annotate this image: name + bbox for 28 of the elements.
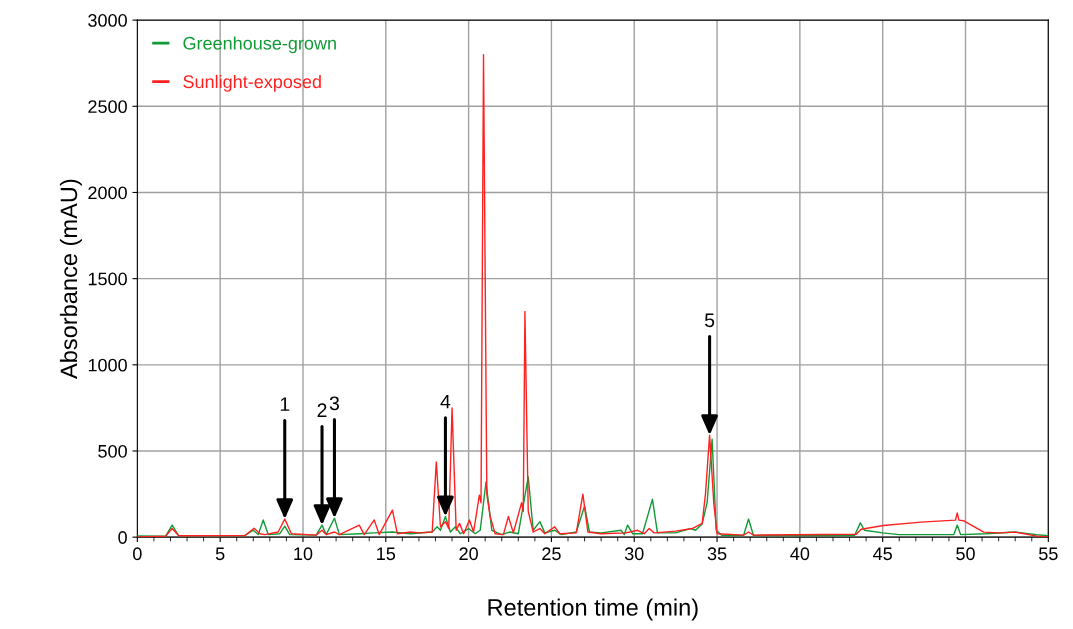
x-tick-label: 45 (873, 547, 892, 561)
x-tick-label: 15 (377, 547, 396, 561)
annotation: 2 (317, 403, 327, 417)
annotation: 3 (329, 396, 339, 411)
annotation: 5 (704, 313, 715, 328)
x-tick-label: 20 (459, 547, 478, 561)
y-tick-label: 3000 (88, 14, 127, 27)
x-tick-label: 40 (790, 547, 810, 561)
x-tick-label: 50 (956, 547, 975, 561)
x-tick-label: 25 (542, 547, 561, 561)
y-tick-label: 1000 (88, 358, 127, 372)
x-axis-title: Retention time (min) (488, 598, 698, 621)
legend-label: Sunlight-exposed (183, 74, 321, 92)
y-axis-title: Absorbance (mAU) (59, 179, 82, 379)
x-tick-label: 5 (215, 547, 225, 561)
y-tick-label: 0 (118, 531, 127, 544)
annotation: 1 (280, 397, 290, 411)
x-tick-label: 10 (294, 547, 313, 561)
y-tick-label: 1500 (88, 272, 127, 286)
y-tick-label: 2000 (88, 186, 127, 200)
x-tick-label: 0 (133, 547, 142, 561)
y-tick-label: 500 (98, 444, 127, 458)
x-tick-label: 30 (624, 547, 644, 561)
legend-label: Greenhouse-grown (183, 36, 336, 54)
x-tick-label: 55 (1039, 547, 1058, 561)
annotation: 4 (440, 394, 451, 409)
y-tick-label: 2500 (88, 100, 127, 114)
x-tick-label: 35 (707, 547, 727, 561)
